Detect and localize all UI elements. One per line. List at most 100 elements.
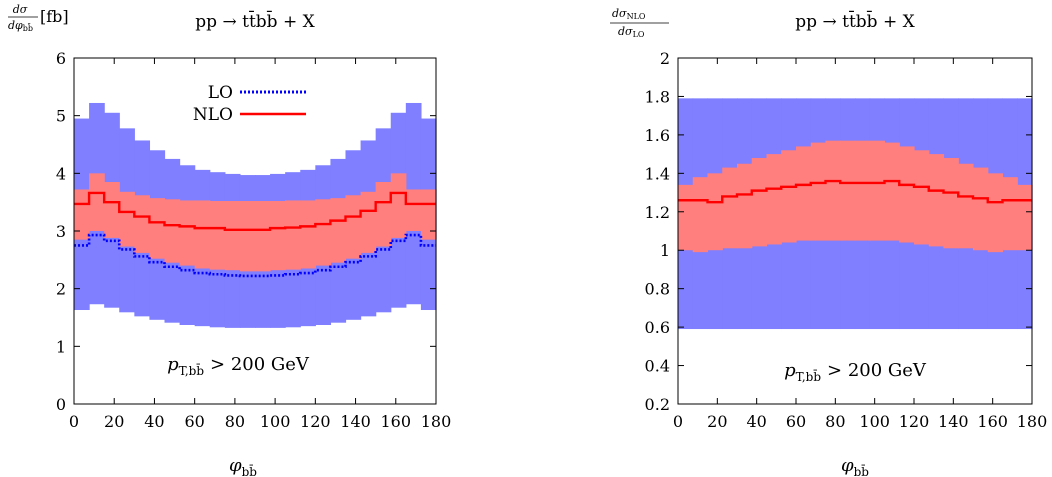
y-tick-label: 2 — [56, 280, 66, 299]
left-nlo-band-bin-8 — [194, 200, 211, 269]
right-nlo-band-bin-15 — [899, 146, 915, 243]
left-ylabel-unit: [fb] — [40, 7, 69, 26]
left-ylabel-numerator: dσ — [13, 3, 28, 16]
left-nlo-band-bin-5 — [149, 198, 166, 259]
right-y-axis-label: dσNLO dσLO — [610, 7, 669, 39]
x-tick-label: 40 — [746, 412, 766, 431]
right-nlo-band-bin-14 — [884, 142, 900, 241]
legend-label-lo: LO — [208, 83, 233, 103]
right-nlo-band-bin-8 — [796, 146, 812, 241]
y-tick-label: 0.8 — [645, 280, 670, 299]
right-nlo-band-bin-1 — [692, 177, 709, 253]
y-tick-label: 0 — [56, 395, 66, 414]
y-tick-label: 1.4 — [645, 164, 670, 183]
left-nlo-band-bin-2 — [104, 181, 120, 238]
right-nlo-band-bin-20 — [973, 167, 989, 251]
left-ylabel-denominator: dφbb̄ — [8, 19, 33, 33]
left-nlo-band-bin-3 — [119, 191, 135, 247]
left-nlo-band-bin-20 — [375, 181, 392, 247]
x-tick-label: 0 — [673, 412, 683, 431]
left-nlo-band-bin-17 — [330, 198, 347, 263]
right-nlo-band-bin-0 — [678, 184, 694, 251]
right-nlo-band-bin-3 — [722, 167, 738, 249]
left-legend: LO NLO — [193, 83, 306, 125]
left-nlo-band-bin-12 — [255, 201, 271, 272]
left-nlo-band-bin-0 — [74, 189, 90, 240]
y-tick-label: 1 — [56, 337, 66, 356]
x-tick-label: 120 — [899, 412, 930, 431]
left-chart: 0 20 40 60 80 100 120 140 160 180 0 1 2 3 4 5 6 pp → tt̄… — [8, 3, 451, 477]
right-nlo-band-bin-22 — [1002, 177, 1018, 251]
right-nlo-band-bin-2 — [707, 173, 723, 251]
right-nlo-band-bin-21 — [987, 173, 1004, 253]
y-tick-label: 0.6 — [645, 318, 670, 337]
legend-label-nlo: NLO — [193, 105, 233, 125]
left-nlo-band-bin-16 — [315, 199, 332, 266]
left-x-axis-label: φbb̄ — [229, 455, 257, 477]
right-ticks: 0 20 40 60 80 100 120 140 160 180 0.2 0.4 0.6 0.8 1 1.2… — [645, 49, 1048, 431]
left-nlo-band-bin-11 — [239, 201, 256, 272]
left-nlo-band-bin-1 — [89, 173, 105, 231]
x-tick-label: 40 — [144, 412, 164, 431]
right-nlo-band-bin-7 — [781, 150, 797, 243]
x-tick-label: 160 — [977, 412, 1008, 431]
right-nlo-band-bin-23 — [1017, 184, 1033, 251]
x-tick-label: 60 — [786, 412, 806, 431]
y-tick-label: 4 — [56, 164, 66, 183]
left-nlo-band-bin-10 — [224, 201, 241, 271]
right-nlo-band-bin-9 — [810, 142, 827, 241]
right-nlo-band-bin-19 — [958, 163, 974, 249]
right-ylabel-numerator: dσNLO — [612, 7, 646, 21]
left-nlo-band-bin-4 — [134, 195, 151, 253]
x-tick-label: 20 — [104, 412, 124, 431]
y-tick-label: 0.4 — [645, 357, 670, 376]
right-cut-annotation: pT,bb̄ > 200 GeV — [784, 360, 927, 384]
x-tick-label: 120 — [300, 412, 331, 431]
right-plot-frame — [677, 57, 1033, 405]
left-cut-annotation: pT,bb̄ > 200 GeV — [167, 354, 310, 378]
x-tick-label: 100 — [260, 412, 291, 431]
x-tick-label: 160 — [381, 412, 412, 431]
right-nlo-central-line — [678, 179, 1032, 204]
right-nlo-band-bin-12 — [855, 140, 871, 241]
left-nlo-band-bin-13 — [270, 201, 286, 271]
x-tick-label: 140 — [938, 412, 969, 431]
y-tick-label: 1.2 — [645, 203, 670, 222]
right-nlo-band-bin-5 — [751, 157, 768, 247]
right-nlo-band-bin-16 — [914, 150, 930, 245]
x-tick-label: 140 — [340, 412, 371, 431]
x-tick-label: 80 — [825, 412, 845, 431]
left-nlo-band-bin-9 — [209, 201, 226, 270]
right-nlo-band-bin-11 — [840, 140, 856, 241]
y-tick-label: 1.8 — [645, 87, 670, 106]
right-nlo-band-bin-6 — [766, 154, 782, 245]
left-nlo-band-bin-23 — [420, 189, 437, 240]
x-tick-label: 0 — [69, 412, 79, 431]
left-bands — [74, 102, 437, 328]
right-x-axis-label: φbb̄ — [841, 455, 869, 477]
left-nlo-band-bin-19 — [360, 191, 377, 253]
right-chart-title: pp → tt̄bb̄ + X — [795, 9, 915, 32]
y-tick-label: 3 — [56, 222, 66, 241]
left-lo-central-line — [74, 233, 436, 278]
y-tick-label: 0.2 — [645, 395, 670, 414]
right-nlo-band-bin-17 — [928, 154, 945, 247]
left-nlo-band-bin-7 — [179, 200, 196, 266]
y-tick-label: 1 — [660, 241, 670, 260]
y-tick-label: 1.6 — [645, 126, 670, 145]
left-nlo-band-bin-21 — [390, 173, 407, 238]
right-chart: 0 20 40 60 80 100 120 140 160 180 0.2 0.4 0.6 0.8 1 1.2… — [610, 7, 1047, 477]
right-nlo-band-bin-18 — [943, 157, 959, 249]
y-tick-label: 6 — [56, 49, 66, 68]
left-nlo-band-bin-6 — [164, 199, 181, 263]
right-lines — [678, 179, 1032, 204]
y-tick-label: 5 — [56, 107, 66, 126]
left-ticks: 0 20 40 60 80 100 120 140 160 180 0 1 2 3 4 5 6 — [56, 49, 451, 431]
left-chart-title: pp → tt̄bb̄ + X — [195, 9, 315, 32]
right-bands — [678, 98, 1033, 330]
x-tick-label: 60 — [184, 412, 204, 431]
left-y-axis-label: dσ dφbb̄ [fb] — [8, 3, 69, 33]
right-nlo-band-bin-13 — [869, 140, 886, 241]
left-nlo-band-bin-15 — [300, 200, 316, 269]
